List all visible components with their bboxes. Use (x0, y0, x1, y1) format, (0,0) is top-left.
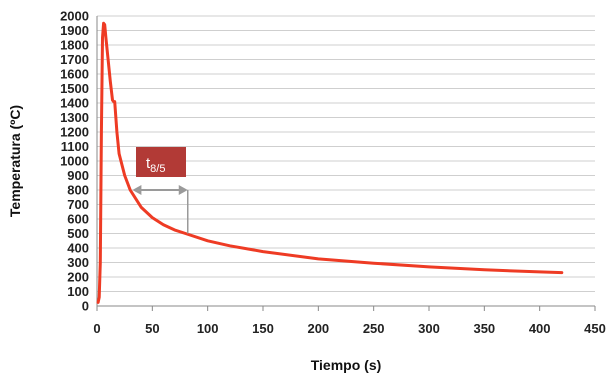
x-tick-label: 100 (197, 321, 219, 336)
y-tick-labels: 0100200300400500600700800900100011001200… (60, 9, 89, 314)
y-tick-label: 0 (82, 299, 89, 314)
y-tick-label: 1200 (60, 125, 89, 140)
y-tick-label: 900 (67, 168, 89, 183)
series-layer (96, 21, 564, 304)
x-tick-label: 250 (363, 321, 385, 336)
y-tick-label: 1600 (60, 67, 89, 82)
x-tick-label: 400 (529, 321, 551, 336)
y-tick-label: 800 (67, 183, 89, 198)
y-tick-label: 1500 (60, 81, 89, 96)
t85-label-main: t (146, 155, 151, 172)
x-tick-label: 450 (584, 321, 606, 336)
x-tick-label: 0 (93, 321, 100, 336)
t85-label: t8/5 (146, 155, 165, 175)
axes (96, 16, 596, 311)
y-tick-label: 500 (67, 226, 89, 241)
y-tick-label: 100 (67, 284, 89, 299)
y-tick-label: 700 (67, 197, 89, 212)
y-tick-label: 1700 (60, 52, 89, 67)
y-tick-label: 1400 (60, 96, 89, 111)
x-tick-label: 150 (252, 321, 274, 336)
t85-arrowhead-right (178, 185, 188, 195)
y-tick-label: 300 (67, 255, 89, 270)
x-tick-label: 200 (307, 321, 329, 336)
y-tick-label: 600 (67, 212, 89, 227)
x-tick-label: 50 (145, 321, 159, 336)
temperature-line (96, 21, 564, 304)
y-tick-label: 1100 (61, 139, 89, 154)
y-tick-label: 200 (67, 270, 89, 285)
x-axis-title: Tiempo (s) (311, 357, 382, 373)
x-tick-labels: 0 50 100 150 200 250 300 350 400 450 (93, 321, 605, 336)
grid-lines (97, 15, 595, 292)
y-tick-label: 1900 (60, 23, 89, 38)
y-tick-label: 1800 (60, 38, 89, 53)
y-tick-label: 1300 (60, 110, 89, 125)
t85-label-box (136, 147, 186, 177)
t85-label-subscript: 8/5 (150, 163, 165, 175)
y-tick-label: 2000 (60, 9, 89, 24)
x-tick-label: 300 (418, 321, 440, 336)
t85-annotation: t8/5 (132, 147, 189, 234)
x-tick-label: 350 (473, 321, 495, 336)
t85-arrowhead-left (132, 185, 142, 195)
y-tick-label: 1000 (60, 154, 89, 169)
y-axis-title: Temperatura (ºC) (7, 105, 23, 217)
y-tick-label: 400 (67, 241, 89, 256)
